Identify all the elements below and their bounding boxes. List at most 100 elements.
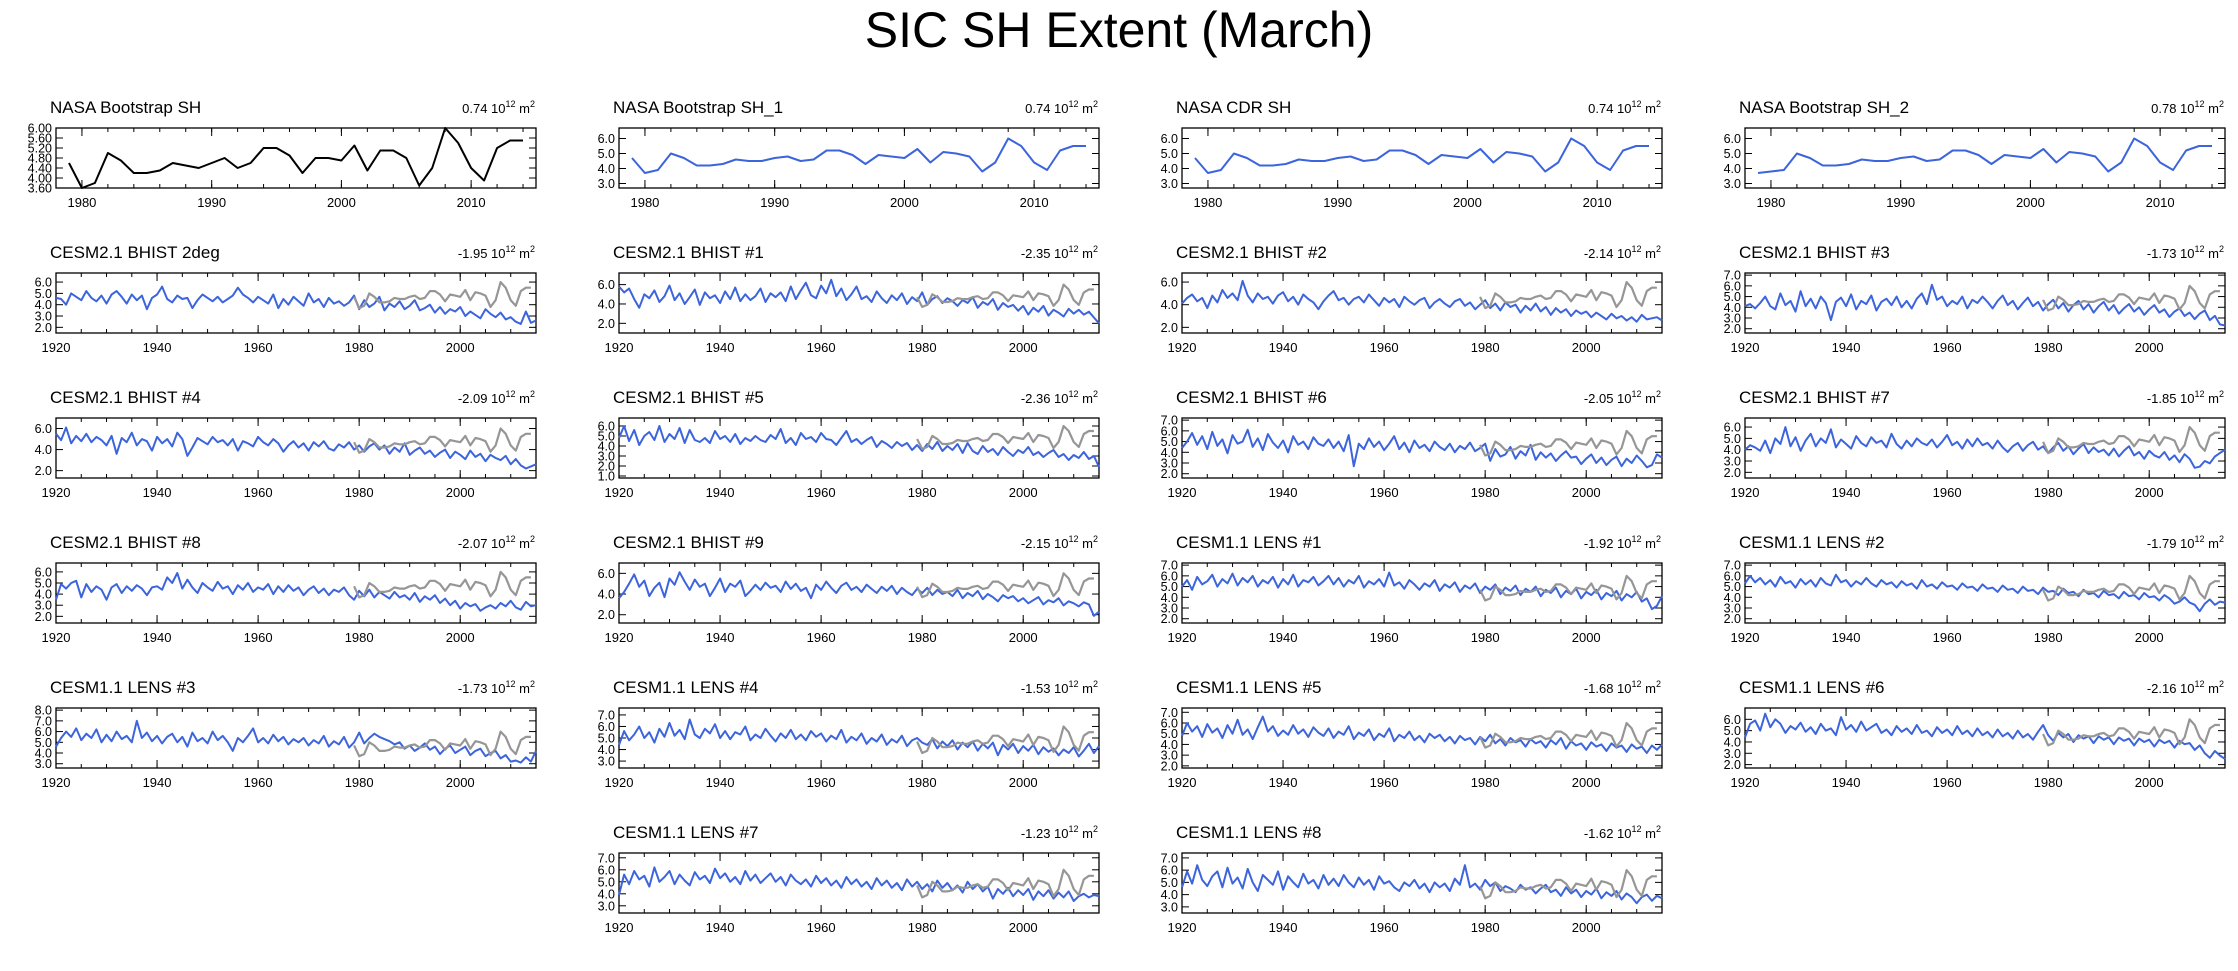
y-tick-label: 5.0 [598, 732, 615, 746]
y-tick-label: 3.0 [1724, 455, 1741, 469]
x-tick-label: 1980 [2034, 630, 2063, 645]
panel-cesm2-1-bhist-1: CESM2.1 BHIST #1 -2.35 1012 m2 2.0 4.0 6.0 19… [598, 243, 1100, 355]
y-tick-label: 5.0 [1724, 432, 1741, 446]
obs-series-line [1479, 574, 1657, 602]
plot-frame [1181, 417, 1663, 479]
obs-series-line [916, 283, 1094, 308]
y-tick-label: 5.0 [1161, 435, 1178, 449]
x-tick-label: 2010 [457, 195, 486, 210]
x-tick-label: 1920 [1731, 340, 1760, 355]
model-series-line [1194, 137, 1649, 174]
plot-frame [1181, 127, 1663, 189]
trend-label: -2.07 1012 m2 [458, 534, 535, 551]
trend-label: -1.85 1012 m2 [2147, 389, 2224, 406]
x-tick-label: 1980 [345, 775, 374, 790]
panel-cesm2-1-bhist-6: CESM2.1 BHIST #6 -2.05 1012 m2 2.03.04.05.… [1161, 388, 1663, 500]
x-tick-label: 1960 [807, 920, 836, 935]
y-tick-label: 4.0 [1161, 591, 1178, 605]
y-tick-label: 3.0 [35, 757, 52, 771]
panel-cesm2-1-bhist-9: CESM2.1 BHIST #9 -2.15 1012 m2 2.0 4.0 6.0 19… [598, 533, 1100, 645]
trend-label: 0.74 1012 m2 [462, 99, 535, 116]
y-tick-label: 2.0 [1161, 321, 1178, 335]
y-tick-label: 6.0 [1724, 279, 1741, 293]
panel-title: CESM2.1 BHIST 2deg [50, 243, 220, 262]
model-series-line [618, 718, 1100, 758]
x-tick-label: 1960 [1933, 630, 1962, 645]
y-tick-label: 4.0 [598, 440, 615, 454]
obs-series-line [1479, 721, 1657, 749]
x-tick-label: 2000 [1009, 485, 1038, 500]
panel-cesm1-1-lens-4: CESM1.1 LENS #4 -1.53 1012 m2 3.04.05.06.0… [598, 678, 1100, 790]
model-series-line [1181, 864, 1663, 905]
x-tick-label: 2000 [1009, 340, 1038, 355]
y-tick-label: 5.0 [35, 287, 52, 301]
y-tick-label: 4.0 [35, 588, 52, 602]
model-series-line [618, 571, 1100, 617]
plot-frame [1744, 707, 2226, 769]
x-tick-label: 2000 [446, 775, 475, 790]
plot-frame [1744, 272, 2226, 334]
plot-frame [618, 852, 1100, 914]
x-tick-label: 1990 [1323, 195, 1352, 210]
x-tick-label: 1940 [1832, 485, 1861, 500]
y-tick-label: 7.0 [1161, 706, 1178, 720]
panel-cesm2-1-bhist-5: CESM2.1 BHIST #5 -2.36 1012 m2 1.02.03.04.… [598, 388, 1100, 500]
y-tick-label: 6.0 [35, 276, 52, 290]
panel-title: CESM1.1 LENS #8 [1176, 823, 1322, 842]
model-series-line [618, 278, 1100, 324]
model-series-line [1181, 571, 1663, 611]
y-tick-label: 7.0 [598, 851, 615, 865]
plot-frame [1181, 562, 1663, 624]
y-tick-label: 4.80 [28, 152, 52, 166]
x-tick-label: 2000 [2135, 340, 2164, 355]
y-tick-label: 6.0 [598, 278, 615, 292]
y-tick-label: 3.0 [598, 755, 615, 769]
plot-frame [55, 707, 537, 769]
y-tick-label: 4.40 [28, 162, 52, 176]
y-tick-label: 5.0 [35, 736, 52, 750]
x-tick-label: 1920 [1731, 775, 1760, 790]
panel-title: CESM2.1 BHIST #4 [50, 388, 201, 407]
y-tick-label: 6.0 [35, 422, 52, 436]
y-tick-label: 4.0 [1724, 591, 1741, 605]
panel-cesm1-1-lens-1: CESM1.1 LENS #1 -1.92 1012 m2 2.03.04.05.0… [1161, 533, 1663, 645]
trend-label: -2.36 1012 m2 [1021, 389, 1098, 406]
x-tick-label: 1960 [1370, 485, 1399, 500]
panel-nasa-bootstrap-sh: NASA Bootstrap SH 0.74 1012 m2 3.604.004.4… [28, 98, 537, 210]
x-tick-label: 2000 [446, 630, 475, 645]
x-tick-label: 1980 [908, 775, 937, 790]
panel-title: CESM1.1 LENS #7 [613, 823, 759, 842]
trend-label: -2.14 1012 m2 [1584, 244, 1661, 261]
x-tick-label: 1980 [630, 195, 659, 210]
x-tick-label: 2000 [1572, 340, 1601, 355]
x-tick-label: 1980 [345, 630, 374, 645]
panel-nasa-bootstrap-sh-1: NASA Bootstrap SH_1 0.74 1012 m2 3.04.05.0… [598, 98, 1100, 210]
panel-cesm1-1-lens-8: CESM1.1 LENS #8 -1.62 1012 m2 3.04.05.06.0… [1161, 823, 1663, 935]
y-tick-label: 7.0 [1724, 269, 1741, 283]
x-tick-label: 1980 [345, 485, 374, 500]
y-tick-label: 3.0 [1161, 177, 1178, 191]
trend-label: -2.35 1012 m2 [1021, 244, 1098, 261]
x-tick-label: 1940 [1269, 340, 1298, 355]
x-tick-label: 1960 [1370, 775, 1399, 790]
x-tick-label: 2000 [2135, 485, 2164, 500]
y-tick-label: 6.0 [1724, 421, 1741, 435]
x-tick-label: 1960 [1933, 340, 1962, 355]
obs-series-line [353, 570, 531, 599]
plot-frame [1744, 127, 2226, 189]
x-tick-label: 1960 [244, 340, 273, 355]
x-tick-label: 1960 [807, 340, 836, 355]
y-tick-label: 2.0 [1161, 759, 1178, 773]
y-tick-label: 4.0 [1161, 298, 1178, 312]
x-tick-label: 1920 [1731, 485, 1760, 500]
x-tick-label: 1940 [1832, 775, 1861, 790]
x-tick-label: 2000 [1009, 630, 1038, 645]
trend-label: -1.73 1012 m2 [458, 679, 535, 696]
model-series-line [55, 285, 537, 325]
y-tick-label: 3.0 [598, 899, 615, 913]
x-tick-label: 1940 [1269, 485, 1298, 500]
trend-label: -1.68 1012 m2 [1584, 679, 1661, 696]
obs-series-line [1479, 868, 1657, 900]
y-tick-label: 3.0 [1724, 312, 1741, 326]
y-tick-label: 4.00 [28, 172, 52, 186]
